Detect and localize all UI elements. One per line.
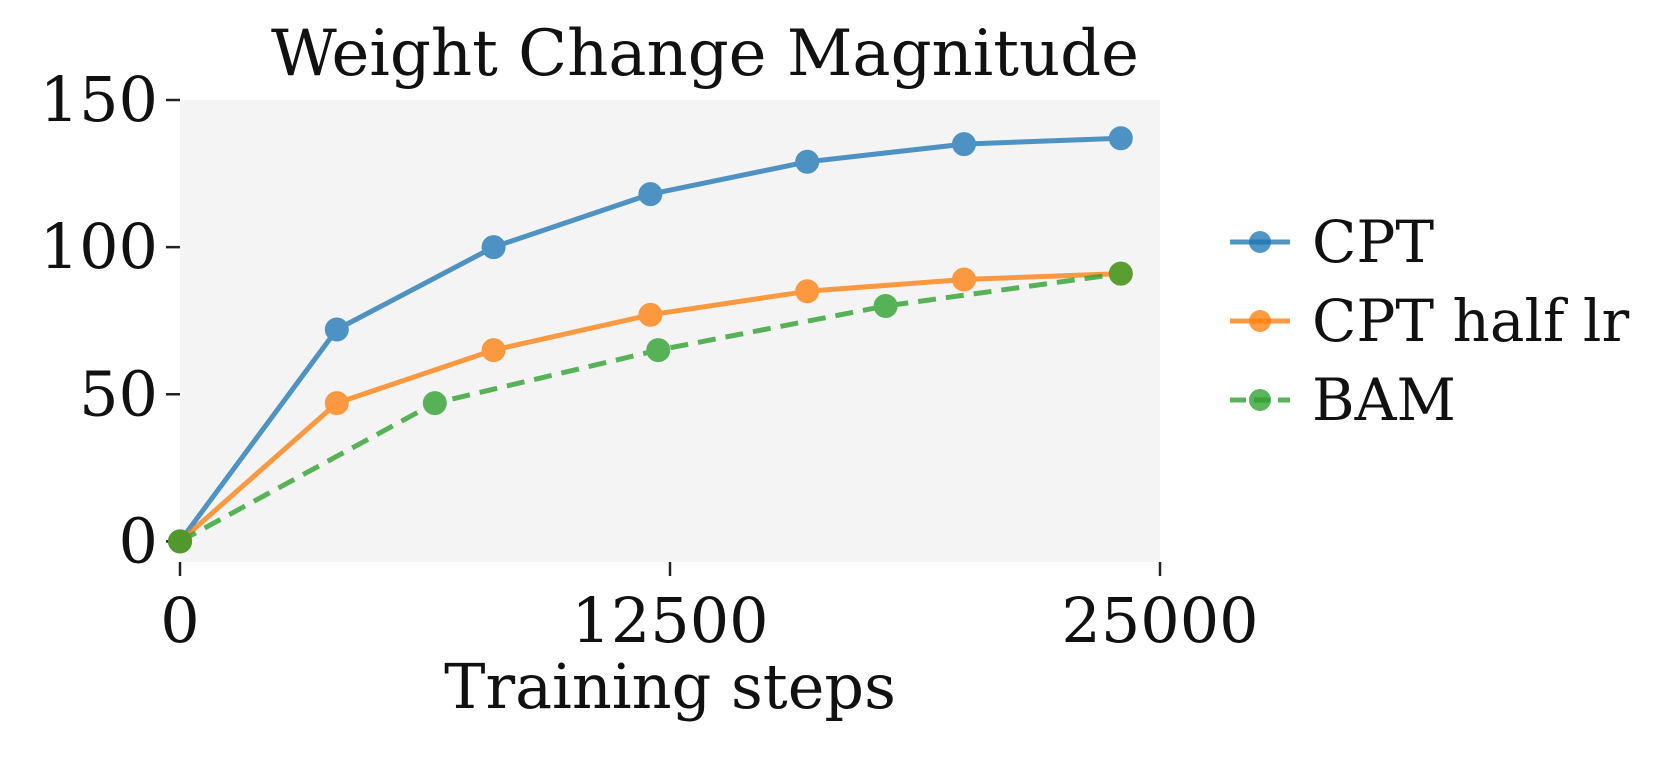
data-point <box>638 182 663 207</box>
legend-swatch-marker <box>1249 231 1271 253</box>
legend-label: CPT half lr <box>1312 287 1629 355</box>
data-point <box>952 132 976 157</box>
data-point <box>422 391 447 416</box>
legend-swatch-marker <box>1249 310 1271 332</box>
data-point <box>873 293 898 318</box>
y-tick-label: 50 <box>79 357 158 430</box>
legend-swatch-marker <box>1249 389 1271 411</box>
legend: CPT CPT half lr BAM <box>1230 208 1629 434</box>
legend-item: CPT <box>1230 208 1434 276</box>
x-tick-label: 0 <box>160 584 199 657</box>
y-tick-label: 0 <box>119 504 158 577</box>
axes: 0 50 100 150 0 12500 25000 <box>40 63 1259 657</box>
data-point <box>1108 261 1133 286</box>
y-tick-label: 100 <box>40 210 158 283</box>
data-point <box>795 149 820 174</box>
chart-title: Weight Change Magnitude <box>271 17 1139 91</box>
x-axis-title: Training steps <box>444 650 896 723</box>
series-bam <box>168 261 1133 554</box>
legend-label: CPT <box>1312 208 1434 276</box>
data-point <box>324 391 349 416</box>
data-point <box>481 338 506 363</box>
data-point <box>646 338 671 363</box>
series-layer <box>168 126 1133 554</box>
legend-item: BAM <box>1230 366 1456 434</box>
y-tick-label: 150 <box>40 63 158 136</box>
data-point <box>952 267 976 292</box>
data-point <box>481 235 506 260</box>
data-point <box>168 529 192 554</box>
data-point <box>638 302 663 327</box>
data-point <box>795 279 820 304</box>
legend-label: BAM <box>1312 366 1456 434</box>
x-tick-label: 25000 <box>1061 584 1258 657</box>
data-point <box>324 317 349 342</box>
data-point <box>1108 126 1133 151</box>
legend-item: CPT half lr <box>1230 287 1629 355</box>
x-tick-label: 12500 <box>571 584 768 657</box>
